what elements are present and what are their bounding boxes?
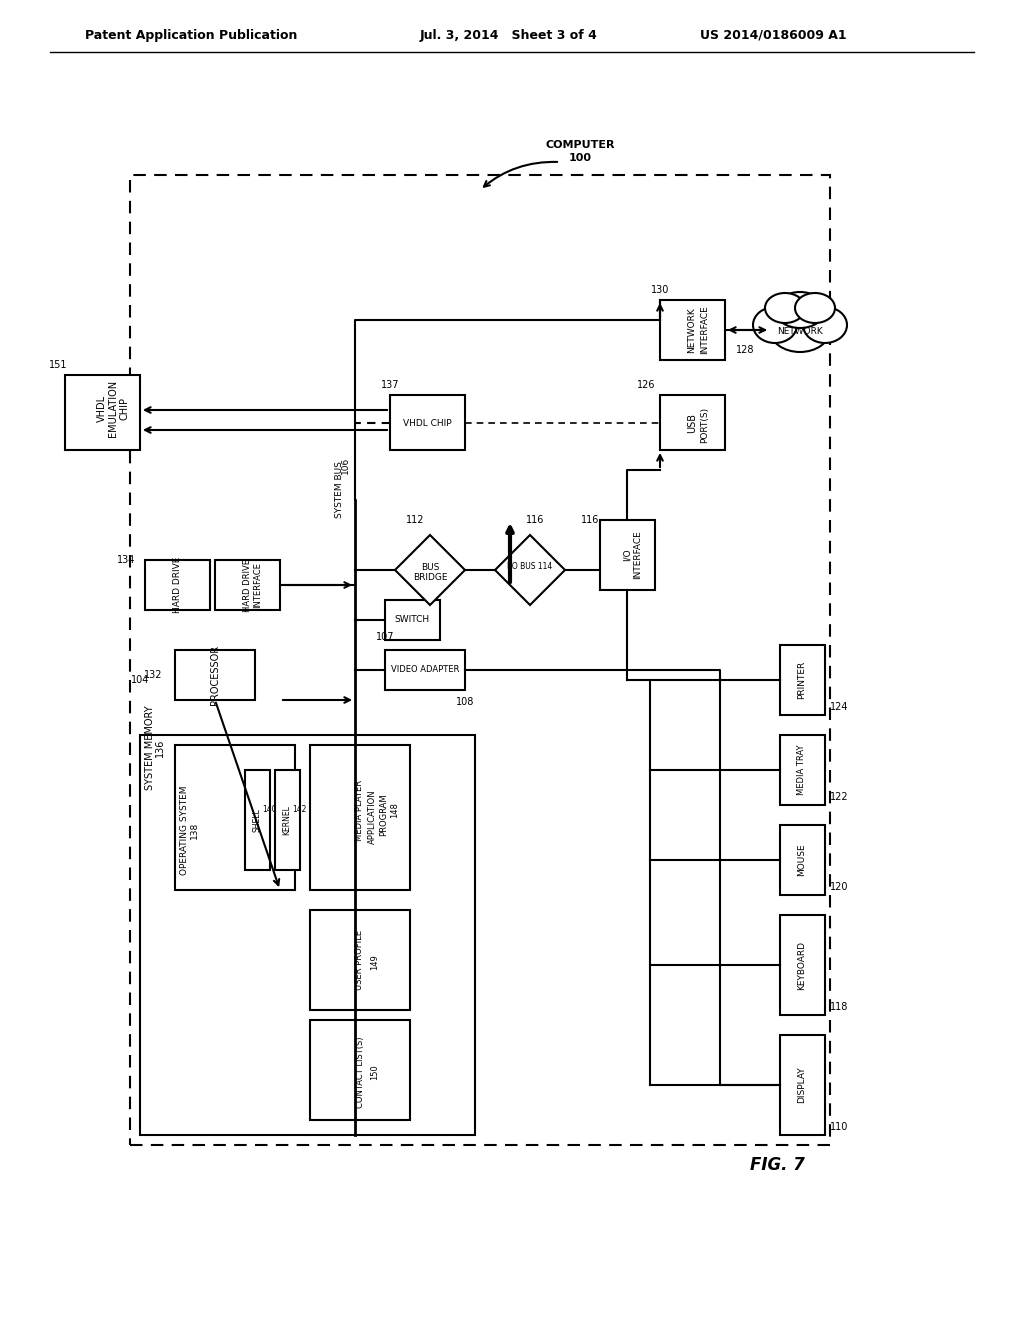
Text: NETWORK: NETWORK [777, 327, 823, 337]
FancyBboxPatch shape [390, 395, 465, 450]
FancyBboxPatch shape [780, 915, 825, 1015]
Text: 150: 150 [371, 1064, 380, 1080]
Text: DISPLAY: DISPLAY [798, 1067, 807, 1104]
Text: Jul. 3, 2014   Sheet 3 of 4: Jul. 3, 2014 Sheet 3 of 4 [420, 29, 598, 41]
Text: US 2014/0186009 A1: US 2014/0186009 A1 [700, 29, 847, 41]
Text: 134: 134 [117, 554, 135, 565]
FancyBboxPatch shape [780, 1035, 825, 1135]
Text: SWITCH: SWITCH [394, 615, 429, 624]
FancyBboxPatch shape [385, 601, 440, 640]
Ellipse shape [753, 308, 797, 343]
FancyBboxPatch shape [145, 560, 210, 610]
FancyBboxPatch shape [140, 735, 475, 1135]
Text: VHDL: VHDL [97, 395, 106, 421]
Ellipse shape [775, 292, 825, 327]
Ellipse shape [803, 308, 847, 343]
Text: INTERFACE: INTERFACE [254, 562, 262, 609]
Text: SYSTEM BUS: SYSTEM BUS [336, 462, 344, 519]
Text: MEDIA PLAYER: MEDIA PLAYER [355, 779, 365, 841]
Text: CONTACT LIST(S): CONTACT LIST(S) [355, 1036, 365, 1107]
Text: PORT(S): PORT(S) [700, 407, 710, 444]
Text: 100: 100 [568, 153, 592, 162]
Text: 132: 132 [143, 671, 162, 680]
Text: USER PROFILE: USER PROFILE [355, 931, 365, 990]
Polygon shape [395, 535, 465, 605]
Text: 128: 128 [736, 345, 755, 355]
Text: MOUSE: MOUSE [798, 843, 807, 876]
FancyBboxPatch shape [215, 560, 280, 610]
Ellipse shape [770, 308, 830, 352]
Text: 124: 124 [830, 702, 849, 711]
Text: 107: 107 [376, 632, 394, 642]
Text: BUS: BUS [421, 564, 439, 573]
Text: KEYBOARD: KEYBOARD [798, 940, 807, 990]
FancyBboxPatch shape [130, 176, 830, 1144]
Text: 142: 142 [292, 805, 306, 814]
Ellipse shape [765, 293, 805, 323]
Text: EMULATION: EMULATION [108, 379, 118, 437]
FancyBboxPatch shape [660, 395, 725, 450]
Text: FIG. 7: FIG. 7 [750, 1156, 805, 1173]
Text: NETWORK: NETWORK [687, 308, 696, 352]
Text: VHDL CHIP: VHDL CHIP [402, 418, 452, 428]
Text: 118: 118 [830, 1002, 848, 1012]
Text: SHELL: SHELL [253, 808, 261, 832]
FancyBboxPatch shape [310, 744, 410, 890]
Text: 122: 122 [830, 792, 849, 803]
Text: 104: 104 [131, 675, 150, 685]
Text: 149: 149 [371, 954, 380, 970]
Text: CHIP: CHIP [119, 396, 129, 420]
Text: 148: 148 [390, 803, 399, 818]
Text: OPERATING SYSTEM: OPERATING SYSTEM [180, 785, 189, 875]
Text: BRIDGE: BRIDGE [413, 573, 447, 582]
FancyBboxPatch shape [175, 744, 295, 890]
Text: PROCESSOR: PROCESSOR [210, 645, 220, 705]
Text: VIDEO ADAPTER: VIDEO ADAPTER [391, 665, 459, 675]
Text: SYSTEM MEMORY: SYSTEM MEMORY [145, 706, 155, 791]
Text: 137: 137 [381, 380, 399, 389]
Text: 106: 106 [341, 457, 349, 474]
Text: 138: 138 [190, 821, 199, 838]
FancyBboxPatch shape [780, 735, 825, 805]
Text: 116: 116 [525, 515, 544, 525]
FancyBboxPatch shape [600, 520, 655, 590]
Text: HARD DRIVE: HARD DRIVE [243, 558, 252, 611]
Text: 120: 120 [830, 882, 849, 892]
Text: MEDIA TRAY: MEDIA TRAY [798, 744, 807, 795]
Text: 112: 112 [406, 515, 424, 525]
Polygon shape [495, 535, 565, 605]
Text: 108: 108 [456, 697, 474, 708]
FancyBboxPatch shape [660, 300, 725, 360]
Text: 110: 110 [830, 1122, 848, 1133]
FancyBboxPatch shape [780, 645, 825, 715]
FancyBboxPatch shape [175, 649, 255, 700]
FancyBboxPatch shape [310, 1020, 410, 1119]
Text: PRINTER: PRINTER [798, 661, 807, 700]
Ellipse shape [795, 293, 835, 323]
FancyBboxPatch shape [310, 909, 410, 1010]
Text: Patent Application Publication: Patent Application Publication [85, 29, 297, 41]
FancyBboxPatch shape [385, 649, 465, 690]
Text: COMPUTER: COMPUTER [545, 140, 614, 150]
Text: KERNEL: KERNEL [283, 805, 292, 836]
Text: APPLICATION: APPLICATION [368, 789, 377, 845]
Text: 151: 151 [49, 360, 68, 370]
Text: I/O: I/O [623, 549, 632, 561]
Text: PROGRAM: PROGRAM [380, 793, 388, 837]
Text: 116: 116 [581, 515, 599, 525]
Text: INTERFACE: INTERFACE [700, 306, 710, 354]
Text: 140: 140 [262, 805, 276, 814]
FancyBboxPatch shape [65, 375, 140, 450]
Text: HARD DRIVE: HARD DRIVE [172, 557, 181, 614]
Text: USB: USB [687, 413, 697, 433]
Text: I/O BUS 114: I/O BUS 114 [507, 561, 553, 570]
FancyBboxPatch shape [780, 825, 825, 895]
Text: INTERFACE: INTERFACE [634, 531, 642, 579]
FancyBboxPatch shape [275, 770, 300, 870]
Text: 130: 130 [651, 285, 670, 294]
Text: 126: 126 [637, 380, 655, 389]
Text: 136: 136 [155, 739, 165, 758]
FancyBboxPatch shape [245, 770, 270, 870]
